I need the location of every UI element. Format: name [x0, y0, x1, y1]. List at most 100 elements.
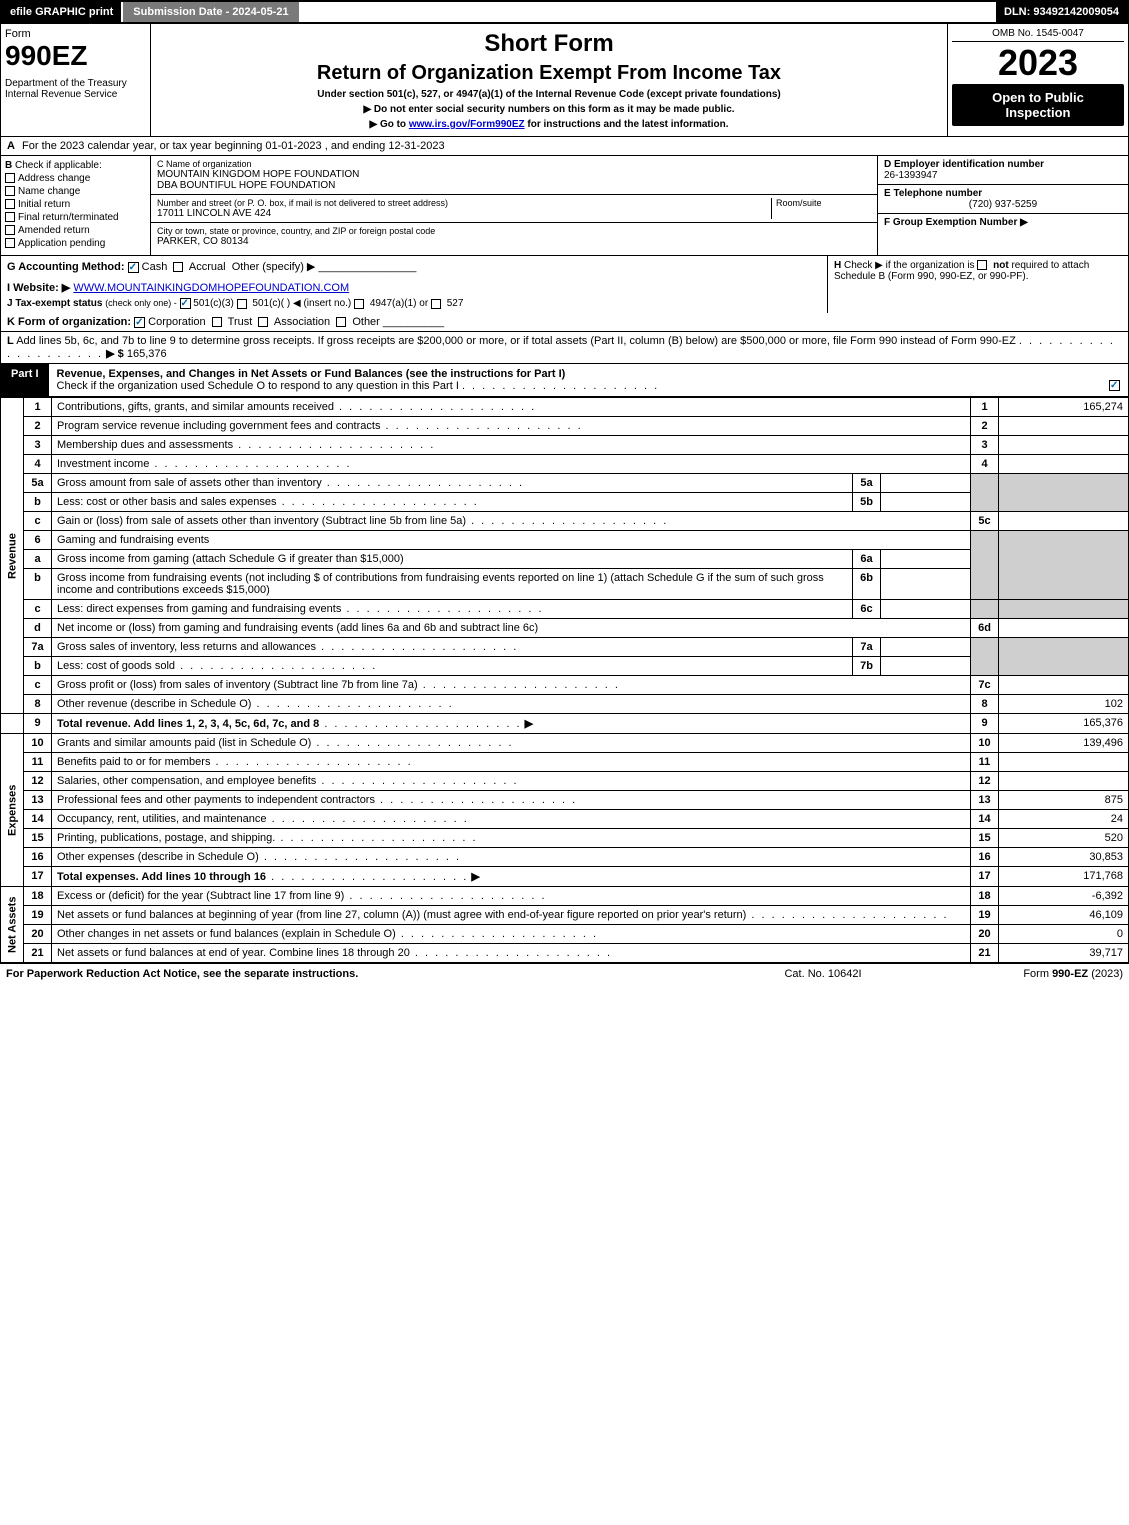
- short-form-title: Short Form: [157, 30, 941, 58]
- part1-title: Revenue, Expenses, and Changes in Net As…: [57, 368, 566, 380]
- chk-final-return[interactable]: Final return/terminated: [5, 212, 146, 223]
- line-15-value: 520: [999, 829, 1129, 848]
- chk-other-org[interactable]: [336, 317, 346, 327]
- line-7b: b Less: cost of goods sold 7b: [1, 657, 1129, 676]
- row-l-text: Add lines 5b, 6c, and 7b to line 9 to de…: [16, 335, 1016, 347]
- omb-number: OMB No. 1545-0047: [952, 28, 1124, 42]
- page-footer: For Paperwork Reduction Act Notice, see …: [0, 963, 1129, 984]
- phone-label: E Telephone number: [884, 188, 982, 199]
- row-h-label: H: [834, 260, 841, 271]
- line-10-value: 139,496: [999, 734, 1129, 753]
- line-21: 21 Net assets or fund balances at end of…: [1, 944, 1129, 963]
- line-17: 17 Total expenses. Add lines 10 through …: [1, 867, 1129, 887]
- col-b-label: B: [5, 160, 12, 171]
- col-b-title: Check if applicable:: [15, 160, 102, 171]
- chk-application-pending[interactable]: Application pending: [5, 238, 146, 249]
- chk-initial-return[interactable]: Initial return: [5, 199, 146, 210]
- org-name: MOUNTAIN KINGDOM HOPE FOUNDATION: [157, 169, 871, 180]
- line-16-value: 30,853: [999, 848, 1129, 867]
- line-14-value: 24: [999, 810, 1129, 829]
- ein-label: D Employer identification number: [884, 159, 1044, 170]
- line-16: 16 Other expenses (describe in Schedule …: [1, 848, 1129, 867]
- line-5c: c Gain or (loss) from sale of assets oth…: [1, 512, 1129, 531]
- col-b: B Check if applicable: Address change Na…: [1, 156, 151, 255]
- website-link[interactable]: WWW.MOUNTAINKINGDOMHOPEFOUNDATION.COM: [73, 282, 349, 294]
- line-1-value: 165,274: [999, 398, 1129, 417]
- header-right: OMB No. 1545-0047 2023 Open to Public In…: [948, 24, 1128, 136]
- dln-label: DLN: 93492142009054: [996, 2, 1127, 22]
- tax-year: 2023: [952, 42, 1124, 84]
- street-label: Number and street (or P. O. box, if mail…: [157, 198, 771, 208]
- line-7a: 7a Gross sales of inventory, less return…: [1, 638, 1129, 657]
- arrow-icon: ▶ $: [106, 348, 124, 360]
- line-18-value: -6,392: [999, 887, 1129, 906]
- chk-amended-return[interactable]: Amended return: [5, 225, 146, 236]
- chk-corporation[interactable]: [134, 317, 145, 328]
- chk-association[interactable]: [258, 317, 268, 327]
- ein-cell: D Employer identification number 26-1393…: [878, 156, 1128, 185]
- chk-accrual[interactable]: [173, 262, 183, 272]
- line-4: 4 Investment income 4: [1, 455, 1129, 474]
- irs-link[interactable]: www.irs.gov/Form990EZ: [409, 119, 525, 130]
- line-11: 11 Benefits paid to or for members 11: [1, 753, 1129, 772]
- chk-501c[interactable]: [237, 299, 247, 309]
- chk-4947[interactable]: [354, 299, 364, 309]
- chk-527[interactable]: [431, 299, 441, 309]
- checkbox-icon: [5, 186, 15, 196]
- line-21-value: 39,717: [999, 944, 1129, 963]
- line-18: Net Assets 18 Excess or (deficit) for th…: [1, 887, 1129, 906]
- ein-value: 26-1393947: [884, 170, 1122, 181]
- line-6a: a Gross income from gaming (attach Sched…: [1, 550, 1129, 569]
- checkbox-icon: [5, 173, 15, 183]
- line-2: 2 Program service revenue including gove…: [1, 417, 1129, 436]
- part1-title-wrap: Revenue, Expenses, and Changes in Net As…: [49, 364, 1128, 396]
- line-5b: b Less: cost or other basis and sales ex…: [1, 493, 1129, 512]
- submission-date-button[interactable]: Submission Date - 2024-05-21: [123, 2, 298, 22]
- line-13-value: 875: [999, 791, 1129, 810]
- chk-name-change[interactable]: Name change: [5, 186, 146, 197]
- line-14: 14 Occupancy, rent, utilities, and maint…: [1, 810, 1129, 829]
- org-name-label: C Name of organization: [157, 159, 871, 169]
- efile-print-button[interactable]: efile GRAPHIC print: [2, 2, 123, 22]
- line-20: 20 Other changes in net assets or fund b…: [1, 925, 1129, 944]
- org-name-cell: C Name of organization MOUNTAIN KINGDOM …: [151, 156, 877, 195]
- line-13: 13 Professional fees and other payments …: [1, 791, 1129, 810]
- phone-cell: E Telephone number (720) 937-5259: [878, 185, 1128, 214]
- group-exemption-cell: F Group Exemption Number ▶: [878, 214, 1128, 231]
- chk-schedule-o[interactable]: [1109, 380, 1120, 391]
- line-9-value: 165,376: [999, 714, 1129, 734]
- line-7c: c Gross profit or (loss) from sales of i…: [1, 676, 1129, 695]
- instr2-post: for instructions and the latest informat…: [525, 119, 729, 130]
- chk-address-change[interactable]: Address change: [5, 173, 146, 184]
- form-header: Form 990EZ Department of the Treasury In…: [0, 24, 1129, 137]
- chk-trust[interactable]: [212, 317, 222, 327]
- arrow-icon: ▶: [525, 718, 533, 730]
- phone-value: (720) 937-5259: [884, 199, 1122, 210]
- col-de: D Employer identification number 26-1393…: [878, 156, 1128, 255]
- line-6c-inner: c Less: direct expenses from gaming and …: [1, 600, 1129, 619]
- line-6d: d Net income or (loss) from gaming and f…: [1, 619, 1129, 638]
- footer-catalog: Cat. No. 10642I: [723, 968, 923, 980]
- row-gh: G Accounting Method: Cash Accrual Other …: [0, 256, 1129, 313]
- footer-left: For Paperwork Reduction Act Notice, see …: [6, 968, 723, 980]
- part1-header: Part I Revenue, Expenses, and Changes in…: [0, 364, 1129, 397]
- instruction-link: ▶ Go to www.irs.gov/Form990EZ for instru…: [157, 119, 941, 130]
- chk-schedule-b[interactable]: [977, 260, 987, 270]
- instr2-pre: ▶ Go to: [369, 119, 408, 130]
- dept-label: Department of the Treasury Internal Reve…: [5, 78, 146, 100]
- chk-cash[interactable]: [128, 262, 139, 273]
- chk-501c3[interactable]: [180, 298, 191, 309]
- row-a-label: A: [7, 140, 15, 152]
- other-specify: Other (specify) ▶: [232, 261, 316, 273]
- row-l: L Add lines 5b, 6c, and 7b to line 9 to …: [0, 332, 1129, 364]
- instruction-ssn: ▶ Do not enter social security numbers o…: [157, 104, 941, 115]
- row-j-label: J Tax-exempt status: [7, 298, 102, 309]
- line-9: 9 Total revenue. Add lines 1, 2, 3, 4, 5…: [1, 714, 1129, 734]
- city-cell: City or town, state or province, country…: [151, 223, 877, 250]
- header-left: Form 990EZ Department of the Treasury In…: [1, 24, 151, 136]
- row-l-value: 165,376: [127, 348, 167, 360]
- row-a-text: For the 2023 calendar year, or tax year …: [22, 140, 445, 152]
- arrow-icon: ▶: [471, 871, 479, 883]
- row-h: H Check ▶ if the organization is not req…: [828, 256, 1128, 313]
- topbar-spacer: [299, 2, 996, 22]
